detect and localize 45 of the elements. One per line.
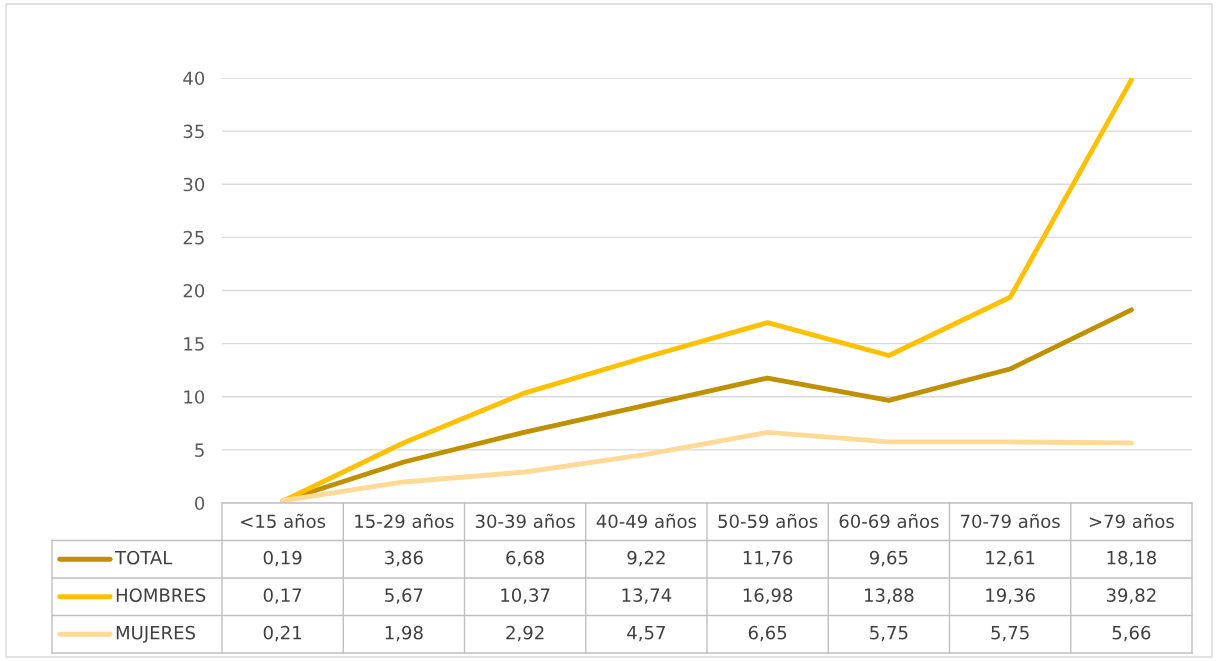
data-label: 18,18 — [1107, 550, 1156, 567]
data-label: 13,88 — [865, 588, 914, 604]
y-tick-label: 35 — [183, 124, 204, 139]
x-tick-label: 60-69 años — [839, 513, 939, 529]
data-label: 39,82 — [1106, 588, 1156, 604]
x-tick-label: 70-79 años — [961, 513, 1060, 529]
x-tick-label: 50-59 años — [718, 513, 818, 529]
x-tick-label: 40-49 años — [596, 513, 697, 529]
y-tick-label: 30 — [183, 177, 205, 192]
data-label: 9,65 — [869, 550, 908, 567]
data-label: 5,67 — [385, 588, 423, 604]
y-tick-label: 5 — [195, 443, 204, 457]
data-label: 6,65 — [748, 625, 787, 642]
data-label: 11,76 — [743, 550, 793, 567]
data-label: 2,92 — [506, 625, 544, 642]
y-tick-label: 25 — [183, 230, 204, 245]
legend-label: MUJERES — [116, 625, 195, 643]
x-tick-label: <15 años — [241, 513, 326, 529]
data-label: 12,61 — [986, 550, 1035, 567]
legend-label: HOMBRES — [116, 588, 206, 602]
x-tick-label: 30-39 años — [475, 513, 575, 529]
data-label: 9,22 — [627, 550, 665, 567]
data-label: 4,57 — [627, 626, 665, 642]
x-tick-label: 15-29 años — [355, 513, 454, 529]
data-label: 6,68 — [506, 550, 544, 567]
data-label: 0,17 — [263, 588, 302, 604]
data-label: 5,75 — [870, 626, 908, 642]
data-label: 19,36 — [986, 588, 1035, 604]
y-tick-label: 20 — [183, 283, 205, 298]
data-label: 0,21 — [263, 625, 302, 642]
data-label: 13,74 — [622, 588, 672, 604]
x-tick-label: >79 años — [1089, 513, 1174, 529]
data-label: 0,19 — [263, 550, 302, 567]
legend-label: TOTAL — [115, 550, 173, 565]
line-series — [280, 429, 1134, 503]
data-label: 16,98 — [743, 588, 793, 604]
y-tick-label: 10 — [184, 390, 205, 404]
y-tick-label: 15 — [184, 337, 204, 351]
data-label: 3,86 — [385, 550, 423, 567]
data-label: 1,98 — [385, 625, 423, 642]
y-tick-label: 0 — [195, 496, 205, 511]
data-label: 5,75 — [991, 626, 1029, 642]
data-label: 5,66 — [1112, 625, 1151, 642]
y-tick-label: 40 — [183, 71, 205, 86]
data-label: 10,37 — [501, 588, 550, 604]
